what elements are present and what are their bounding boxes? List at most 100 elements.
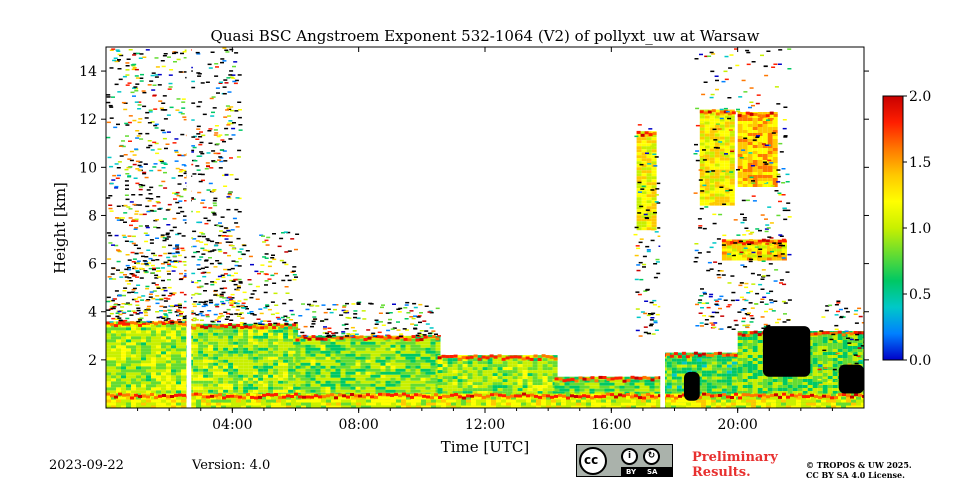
edge-cell xyxy=(192,326,197,330)
edge-cell xyxy=(674,396,678,400)
heatmap-cell xyxy=(258,329,264,333)
heatmap-cell xyxy=(676,405,681,408)
heatmap-cell xyxy=(726,361,732,365)
heatmap-cell xyxy=(846,396,851,400)
heatmap-cell xyxy=(822,364,828,367)
heatmap-cell xyxy=(646,176,652,180)
edge-cell xyxy=(721,353,726,357)
heatmap-cell xyxy=(390,380,396,384)
heatmap-cell xyxy=(706,388,712,392)
heatmap-cell xyxy=(599,382,605,386)
heatmap-cell xyxy=(390,344,396,348)
heatmap-cell xyxy=(747,343,753,346)
heatmap-cell xyxy=(278,386,284,390)
heatmap-cell xyxy=(477,391,483,395)
heatmap-cell xyxy=(827,370,833,373)
heatmap-cell xyxy=(370,347,376,351)
edge-cell xyxy=(374,395,378,399)
heatmap-cell xyxy=(218,335,224,339)
heatmap-cell xyxy=(596,402,601,406)
heatmap-cell xyxy=(223,347,229,351)
heatmap-cell xyxy=(841,402,846,406)
heatmap-cell xyxy=(193,344,199,348)
heatmap-cell xyxy=(226,396,231,400)
heatmap-cell xyxy=(360,389,366,393)
heatmap-cell xyxy=(811,396,816,400)
heatmap-cell xyxy=(208,389,214,393)
chart-title: Quasi BSC Angstroem Exponent 532-1064 (V… xyxy=(211,27,760,45)
heatmap-cell xyxy=(435,341,441,345)
heatmap-cell xyxy=(276,393,281,397)
heatmap-cell xyxy=(676,364,682,368)
heatmap-cell xyxy=(747,346,753,349)
heatmap-cell xyxy=(203,380,209,384)
heatmap-cell xyxy=(802,391,808,394)
heatmap-cell xyxy=(719,115,725,119)
heatmap-cell xyxy=(111,405,116,408)
heatmap-cell xyxy=(817,370,823,373)
heatmap-cell xyxy=(656,399,661,403)
edge-cell xyxy=(303,335,308,339)
heatmap-cell xyxy=(626,405,631,408)
heatmap-cell xyxy=(606,402,611,406)
heatmap-cell xyxy=(305,344,311,348)
edge-cell xyxy=(725,353,730,357)
heatmap-cell xyxy=(283,359,289,363)
heatmap-cell xyxy=(400,389,406,393)
edge-cell xyxy=(302,395,306,399)
heatmap-cell xyxy=(686,405,691,408)
heatmap-cell xyxy=(430,347,436,351)
heatmap-cell xyxy=(477,373,483,377)
heatmap-cell xyxy=(106,348,111,352)
heatmap-cell xyxy=(636,161,642,165)
heatmap-cell xyxy=(350,386,356,390)
heatmap-cell xyxy=(681,367,687,371)
heatmap-cell xyxy=(654,391,660,395)
heatmap-cell xyxy=(772,391,778,394)
heatmap-cell xyxy=(852,358,858,361)
heatmap-cell xyxy=(857,343,863,346)
heatmap-cell xyxy=(651,140,657,144)
heatmap-cell xyxy=(641,131,647,135)
heatmap-cell xyxy=(492,388,498,392)
heatmap-cell xyxy=(641,402,646,406)
heatmap-cell xyxy=(385,353,391,357)
heatmap-cell xyxy=(420,389,426,393)
heatmap-cell xyxy=(181,366,186,370)
heatmap-cell xyxy=(161,363,166,367)
heatmap-cell xyxy=(706,396,711,400)
heatmap-cell xyxy=(714,124,720,128)
heatmap-cell xyxy=(806,399,811,403)
heatmap-cell xyxy=(330,356,336,360)
heatmap-cell xyxy=(472,361,478,365)
heatmap-cell xyxy=(482,379,488,383)
heatmap-cell xyxy=(161,330,166,334)
heatmap-cell xyxy=(126,372,131,376)
heatmap-cell xyxy=(706,358,712,362)
heatmap-cell xyxy=(594,391,600,395)
heatmap-cell xyxy=(699,181,705,185)
heatmap-cell xyxy=(751,396,756,400)
heatmap-cell xyxy=(375,371,381,375)
edge-cell xyxy=(534,394,538,398)
edge-cell xyxy=(230,394,234,398)
heatmap-cell xyxy=(391,405,396,408)
heatmap-cell xyxy=(365,377,371,381)
heatmap-cell xyxy=(644,382,650,386)
heatmap-cell xyxy=(721,385,727,389)
heatmap-cell xyxy=(621,402,626,406)
heatmap-cell xyxy=(641,173,647,177)
heatmap-cell xyxy=(315,374,321,378)
heatmap-cell xyxy=(791,399,796,403)
heatmap-cell xyxy=(293,329,299,333)
heatmap-cell xyxy=(507,364,513,368)
heatmap-cell xyxy=(293,326,299,330)
heatmap-cell xyxy=(288,377,294,381)
heatmap-cell xyxy=(526,399,531,403)
heatmap-cell xyxy=(756,399,761,403)
edge-cell xyxy=(366,393,370,397)
heatmap-cell xyxy=(425,341,431,345)
heatmap-cell xyxy=(181,390,186,394)
edge-cell xyxy=(411,335,416,339)
heatmap-cell xyxy=(106,381,111,385)
